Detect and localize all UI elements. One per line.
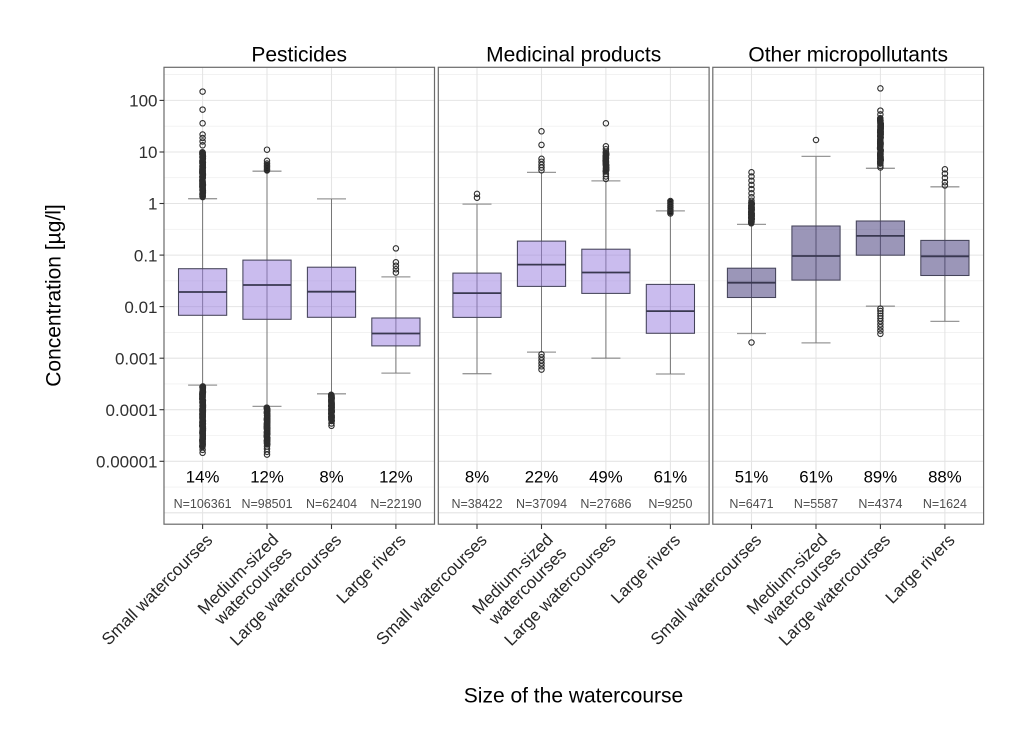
svg-text:N=5587: N=5587 [794, 497, 838, 511]
svg-text:N=37094: N=37094 [516, 497, 567, 511]
svg-text:N=62404: N=62404 [306, 497, 357, 511]
svg-text:Other micropollutants: Other micropollutants [748, 44, 948, 67]
svg-text:N=38422: N=38422 [451, 497, 502, 511]
svg-text:12%: 12% [379, 468, 413, 487]
svg-text:14%: 14% [186, 468, 220, 487]
svg-text:N=98501: N=98501 [241, 497, 292, 511]
svg-text:Concentration [µg/l]: Concentration [µg/l] [43, 204, 66, 387]
svg-text:10: 10 [139, 143, 158, 162]
svg-text:8%: 8% [319, 468, 343, 487]
svg-text:Size of the watercourse: Size of the watercourse [464, 685, 683, 708]
svg-text:51%: 51% [735, 468, 769, 487]
svg-text:61%: 61% [654, 468, 688, 487]
svg-text:N=27686: N=27686 [580, 497, 631, 511]
svg-text:Medicinal products: Medicinal products [486, 44, 661, 67]
svg-text:89%: 89% [864, 468, 898, 487]
svg-text:0.001: 0.001 [115, 349, 158, 368]
svg-text:N=1624: N=1624 [923, 497, 967, 511]
svg-text:0.0001: 0.0001 [106, 401, 158, 420]
svg-text:8%: 8% [465, 468, 489, 487]
svg-text:N=9250: N=9250 [648, 497, 692, 511]
svg-text:N=4374: N=4374 [858, 497, 902, 511]
svg-text:0.1: 0.1 [134, 246, 158, 265]
svg-text:Pesticides: Pesticides [251, 44, 347, 67]
svg-text:N=106361: N=106361 [174, 497, 232, 511]
svg-text:88%: 88% [928, 468, 962, 487]
svg-text:0.00001: 0.00001 [96, 453, 157, 472]
svg-text:0.01: 0.01 [124, 298, 157, 317]
svg-text:N=22190: N=22190 [370, 497, 421, 511]
svg-text:49%: 49% [589, 468, 623, 487]
svg-text:61%: 61% [799, 468, 833, 487]
svg-text:1: 1 [148, 195, 157, 214]
svg-text:22%: 22% [525, 468, 559, 487]
svg-text:12%: 12% [250, 468, 284, 487]
svg-text:100: 100 [129, 92, 157, 111]
svg-text:N=6471: N=6471 [729, 497, 773, 511]
